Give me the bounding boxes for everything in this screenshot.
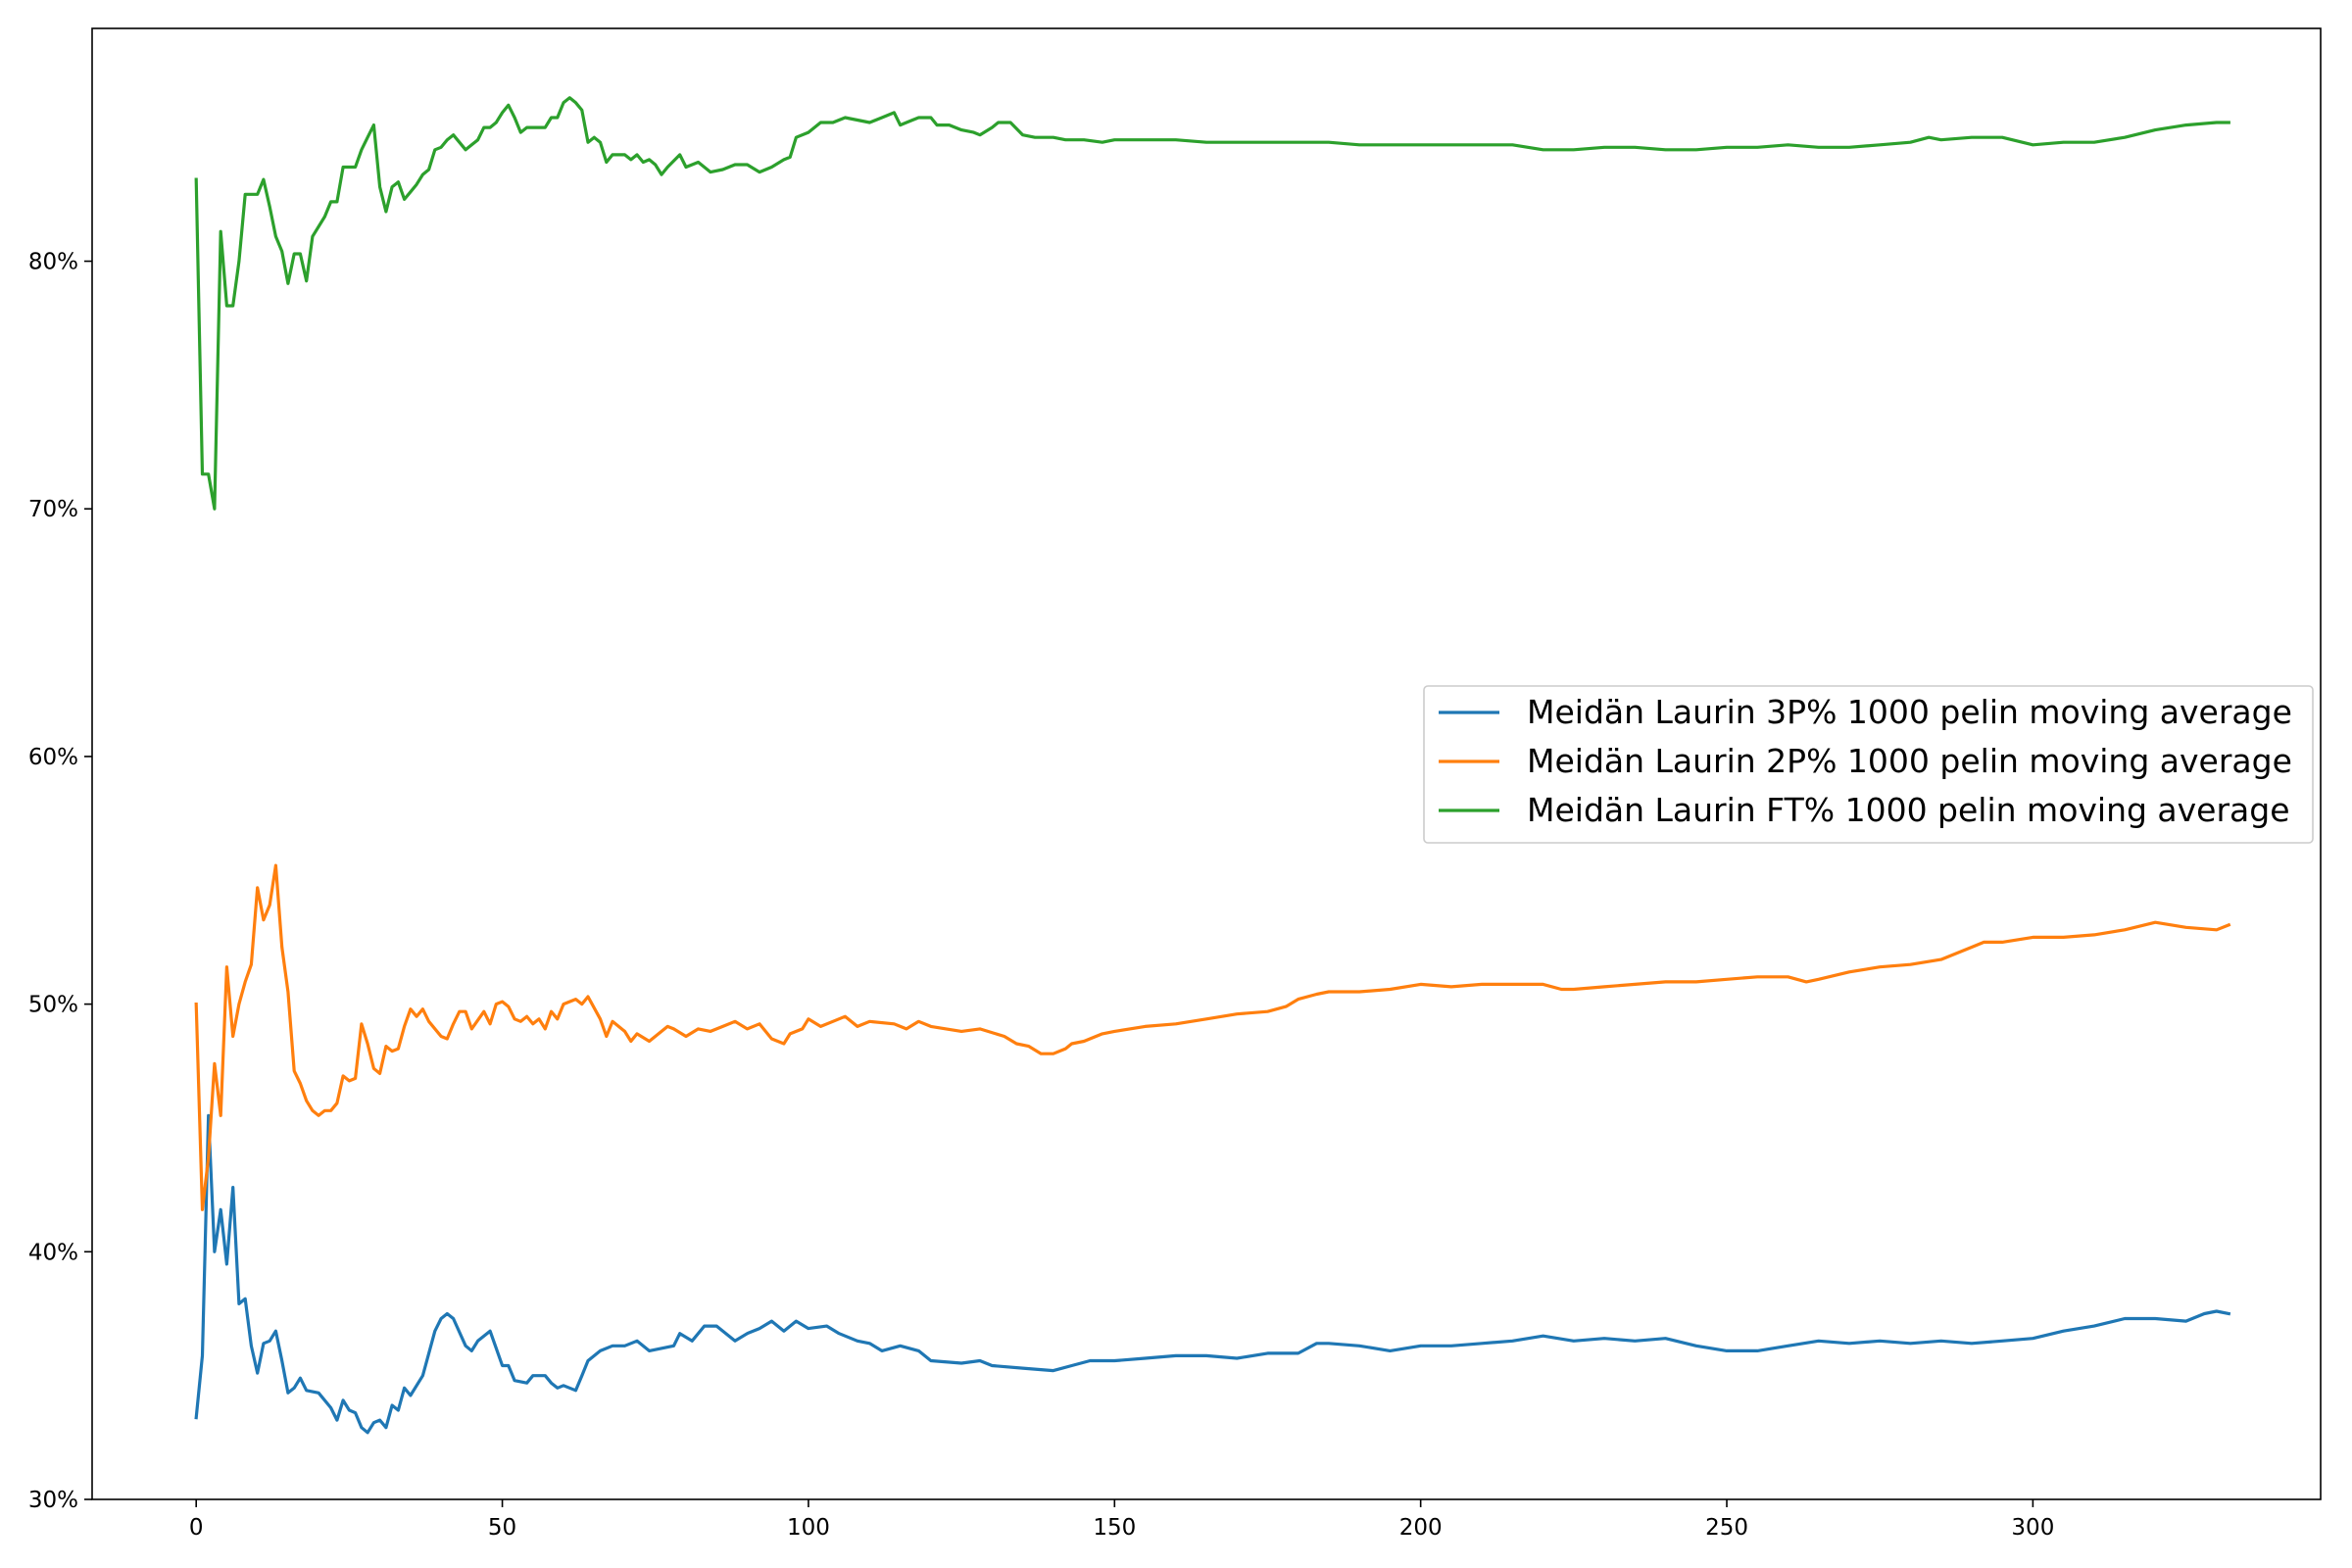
- y-tick-label: 80%: [28, 250, 78, 275]
- x-tick-label: 300: [2011, 1515, 2054, 1541]
- y-tick-label: 50%: [28, 993, 78, 1018]
- series-line-1: [194, 1113, 2231, 1435]
- series-layer: [194, 96, 2231, 1435]
- series-line-3: [194, 96, 2230, 511]
- legend-label-1: Meidän Laurin 3P% 1000 pelin moving aver…: [1527, 693, 2292, 731]
- y-tick-label: 60%: [28, 745, 78, 770]
- y-tick-label: 70%: [28, 497, 78, 522]
- legend: Meidän Laurin 3P% 1000 pelin moving aver…: [1423, 685, 2314, 844]
- x-tick-label: 50: [488, 1515, 516, 1541]
- x-tick-label: 250: [1705, 1515, 1748, 1541]
- x-axis: 0 50 100 150 200 250 300: [189, 1499, 2054, 1541]
- plot-frame: [91, 27, 2322, 1500]
- legend-label-3: Meidän Laurin FT% 1000 pelin moving aver…: [1527, 791, 2290, 829]
- y-tick-label: 40%: [28, 1240, 78, 1265]
- legend-label-2: Meidän Laurin 2P% 1000 pelin moving aver…: [1527, 742, 2292, 780]
- x-tick-label: 150: [1093, 1515, 1136, 1541]
- x-tick-label: 200: [1399, 1515, 1443, 1541]
- series-line-2: [194, 863, 2231, 1211]
- y-tick-label: 30%: [28, 1488, 78, 1513]
- x-tick-label: 100: [787, 1515, 830, 1541]
- x-tick-label: 0: [189, 1515, 204, 1541]
- y-axis: 30% 40% 50% 60% 70% 80%: [28, 250, 92, 1513]
- legend-box: [1423, 685, 2314, 844]
